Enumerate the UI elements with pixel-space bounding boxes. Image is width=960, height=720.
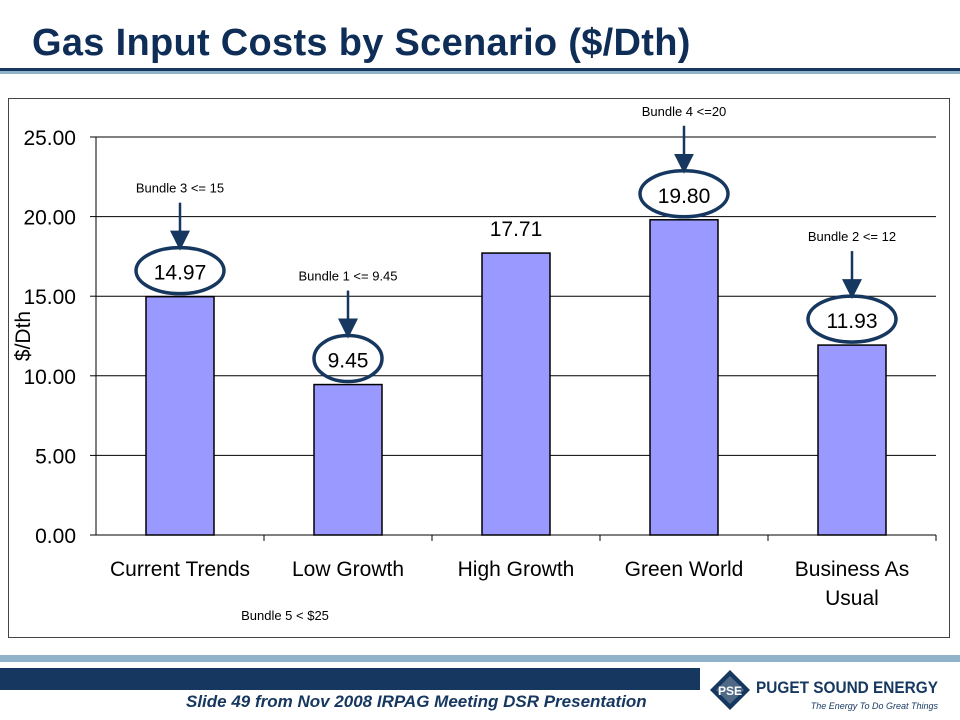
data-label: 9.45	[328, 350, 369, 373]
y-tick-label: 25.00	[23, 127, 76, 150]
logo-name: PUGET SOUND ENERGY	[756, 678, 939, 697]
data-label: 11.93	[827, 310, 878, 333]
pse-logo: PSE PUGET SOUND ENERGY The Energy To Do …	[710, 670, 939, 711]
y-tick-label: 0.00	[35, 525, 76, 548]
bar	[313, 383, 383, 536]
x-tick-label: Usual	[825, 587, 879, 610]
x-tick-label: Current Trends	[110, 558, 250, 581]
annotations: Bundle 3 <= 15 Bundle 1 <= 9.45 Bundle 4 <…	[136, 104, 896, 339]
annotation-label: Bundle 1 <= 9.45	[298, 269, 397, 284]
logo-tagline: The Energy To Do Great Things	[811, 701, 939, 711]
data-label: 19.80	[658, 185, 711, 208]
x-tick-label: Green World	[625, 558, 744, 581]
chart-footnote: Bundle 5 < $25	[241, 608, 329, 623]
x-tick-label: High Growth	[458, 558, 575, 581]
annotation-label: Bundle 4 <=20	[642, 104, 727, 119]
y-tick-label: 5.00	[35, 445, 76, 468]
pse-logo-icon: PSE	[710, 670, 750, 710]
bars	[145, 219, 887, 536]
footer-band-dark	[0, 668, 700, 690]
title-rule-accent	[0, 71, 960, 74]
bar	[145, 295, 215, 536]
data-label: 14.97	[154, 262, 207, 285]
axes: 0.00 5.00 10.00 15.00 20.00 25.00 Current Tren…	[23, 127, 937, 610]
page-title: Gas Input Costs by Scenario ($/Dth)	[32, 22, 691, 64]
x-tick-label: Low Growth	[292, 558, 404, 581]
data-label: 17.71	[490, 218, 543, 241]
title-rule	[0, 68, 960, 71]
annotation-label: Bundle 3 <= 15	[136, 181, 224, 196]
logo-badge: PSE	[718, 684, 742, 698]
bar	[649, 219, 719, 536]
y-tick-label: 15.00	[23, 286, 76, 309]
footer-caption: Slide 49 from Nov 2008 IRPAG Meeting DSR…	[186, 692, 647, 711]
bar	[817, 344, 887, 536]
footer-band-light	[0, 655, 960, 662]
bar	[481, 252, 551, 536]
y-axis-label: $/Dth	[12, 311, 35, 361]
x-tick-label: Business As	[795, 558, 909, 581]
y-tick-label: 20.00	[23, 207, 76, 230]
y-tick-label: 10.00	[23, 366, 76, 389]
annotation-label: Bundle 2 <= 12	[808, 229, 896, 244]
